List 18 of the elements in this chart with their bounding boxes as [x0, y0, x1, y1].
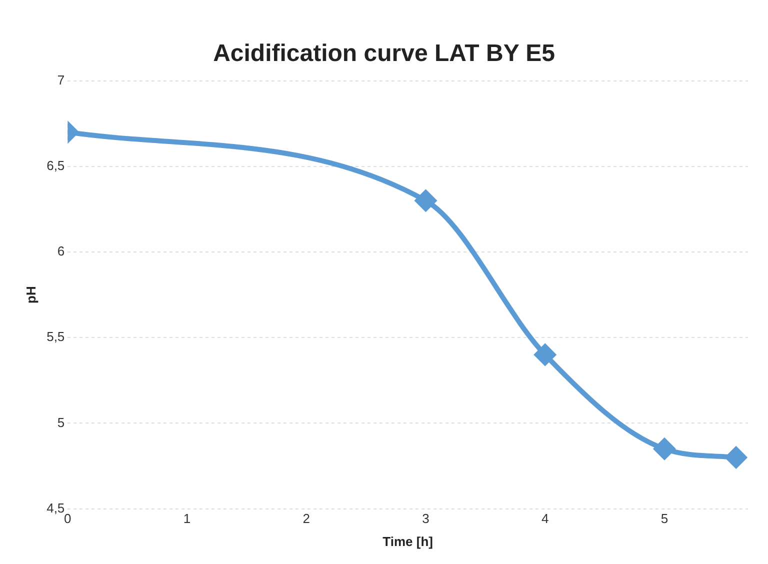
x-tick-label: 3	[422, 511, 430, 526]
y-tick-label: 6,5	[46, 158, 65, 173]
y-tick-label: 6	[57, 244, 65, 259]
x-tick-label: 1	[183, 511, 191, 526]
y-tick-label: 4,5	[46, 500, 65, 516]
x-axis-title: Time [h]	[382, 534, 433, 549]
x-tick-label: 4	[541, 511, 549, 526]
chart-title: Acidification curve LAT BY E5	[213, 40, 555, 68]
point	[654, 438, 675, 460]
y-tick-label: 5	[57, 414, 65, 430]
x-tick-label: 2	[302, 511, 310, 526]
y-axis-title: pH	[23, 286, 38, 304]
x-tick-label: 0	[64, 511, 72, 526]
y-tick-label: 7	[57, 72, 65, 88]
y-tick-label: 5,5	[46, 329, 65, 344]
point	[534, 344, 556, 366]
x-tick-label: 5	[660, 511, 668, 526]
point	[726, 446, 747, 468]
